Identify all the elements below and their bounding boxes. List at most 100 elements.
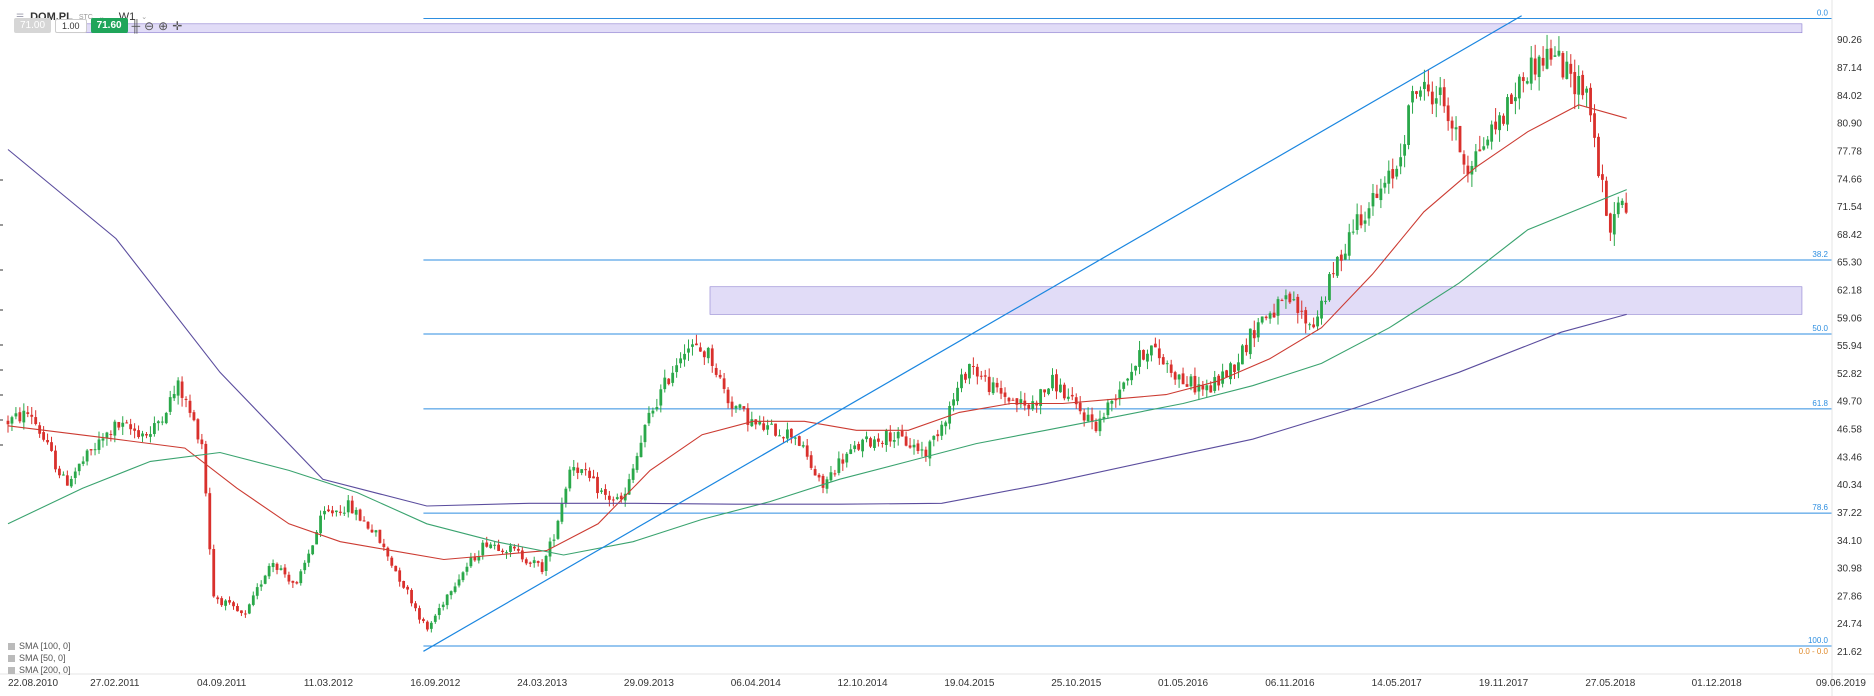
candle-body	[505, 552, 508, 554]
candle-body	[1197, 384, 1201, 392]
candle-body	[156, 421, 160, 424]
candle-body	[833, 473, 837, 475]
candle-body	[1482, 146, 1486, 150]
candle-body	[410, 589, 413, 604]
candle-body	[497, 544, 500, 551]
candle-body	[164, 412, 168, 424]
candle-body	[1541, 57, 1545, 66]
candles-icon[interactable]: ╫	[131, 18, 141, 33]
candle-body	[940, 424, 944, 436]
candle-body	[853, 445, 857, 450]
legend-label: SMA [50, 0]	[19, 653, 66, 663]
candle-body	[291, 580, 295, 583]
legend-item[interactable]: SMA [100, 0]	[8, 640, 71, 652]
candle-body	[129, 424, 133, 430]
candle-body	[1517, 76, 1521, 99]
candle-body	[710, 348, 714, 366]
candlestick-series	[6, 34, 1628, 633]
candle-body	[1347, 232, 1351, 256]
candle-body	[691, 344, 694, 347]
candle-body	[687, 348, 690, 353]
candle-body	[1379, 188, 1383, 201]
toggle-icon[interactable]	[8, 654, 15, 662]
candle-body	[671, 372, 675, 383]
candle-body	[1426, 84, 1430, 92]
candle-body	[1169, 364, 1173, 373]
candle-body	[1438, 87, 1442, 95]
candle-body	[742, 406, 746, 409]
candle-body	[85, 450, 89, 462]
zoom-in-icon[interactable]: ⊕	[158, 18, 169, 33]
candle-body	[1138, 350, 1141, 367]
candle-body	[1268, 313, 1272, 319]
candle-body	[892, 440, 896, 442]
candle-body	[354, 509, 358, 515]
crosshair-icon[interactable]: ✛	[172, 18, 183, 33]
candle-body	[865, 436, 868, 440]
candle-body	[1624, 202, 1628, 213]
candle-body	[782, 437, 785, 439]
x-tick-label: 19.04.2015	[944, 678, 994, 689]
legend-item[interactable]: SMA [200, 0]	[8, 664, 71, 676]
candle-body	[908, 445, 912, 448]
candle-body	[338, 511, 342, 513]
candle-body	[1363, 220, 1367, 224]
candle-body	[1003, 392, 1007, 397]
candle-body	[952, 399, 955, 406]
candle-body	[307, 553, 311, 563]
candle-body	[596, 476, 599, 494]
buy-button[interactable]: 71.60	[90, 18, 128, 33]
candle-body	[441, 604, 445, 608]
candle-body	[1569, 63, 1573, 74]
candle-body	[619, 495, 623, 500]
candle-body	[18, 412, 22, 422]
candle-body	[77, 463, 81, 472]
candle-body	[734, 406, 738, 409]
candle-body	[1027, 404, 1031, 409]
candle-body	[604, 489, 607, 495]
candle-body	[61, 474, 65, 476]
candle-body	[481, 542, 485, 556]
quantity-input[interactable]: 1.00	[55, 18, 87, 33]
candle-body	[220, 598, 224, 606]
x-tick-label: 25.10.2015	[1051, 678, 1101, 689]
candle-body	[437, 608, 441, 616]
candle-body	[1288, 293, 1292, 303]
candle-body	[295, 582, 299, 584]
candle-body	[26, 412, 30, 414]
drag-handle-icon[interactable]: ☰	[16, 11, 25, 22]
candle-body	[1335, 256, 1339, 276]
candle-body	[928, 441, 932, 459]
candle-body	[263, 575, 267, 584]
candle-body	[1450, 120, 1454, 129]
candle-body	[999, 388, 1003, 394]
candle-body	[457, 579, 461, 586]
candle-body	[611, 499, 615, 501]
candle-body	[1593, 113, 1596, 138]
candle-body	[275, 563, 279, 570]
legend-item[interactable]: SMA [50, 0]	[8, 652, 71, 664]
y-tick-label: 80.90	[1837, 119, 1862, 130]
candle-body	[516, 548, 520, 551]
candle-body	[69, 478, 73, 487]
zoom-out-icon[interactable]: ⊖	[144, 18, 155, 33]
candle-body	[536, 561, 540, 563]
chevron-down-icon[interactable]: ⌄	[141, 14, 148, 21]
candle-body	[319, 515, 322, 534]
candle-body	[801, 445, 805, 447]
y-tick-label: 30.98	[1837, 564, 1862, 575]
chevron-down-icon[interactable]: ⌄	[99, 13, 105, 21]
sell-button[interactable]: 71.00	[14, 18, 52, 33]
candle-body	[204, 443, 208, 494]
y-tick-label: 34.10	[1837, 536, 1862, 547]
toggle-icon[interactable]	[8, 666, 15, 674]
toggle-icon[interactable]	[8, 642, 15, 650]
y-tick-label: 62.18	[1837, 285, 1862, 296]
candle-body	[125, 422, 129, 424]
candle-body	[1233, 364, 1236, 373]
candle-body	[770, 423, 773, 425]
candle-body	[1150, 345, 1153, 356]
candle-body	[880, 442, 884, 444]
sma-line	[7, 104, 1627, 561]
